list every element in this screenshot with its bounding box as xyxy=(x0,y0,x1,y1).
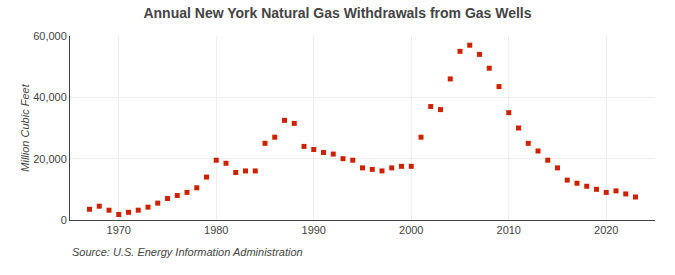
svg-text:Source: U.S. Energy Informatio: Source: U.S. Energy Information Administ… xyxy=(72,246,303,258)
svg-text:0: 0 xyxy=(61,214,67,226)
svg-text:1990: 1990 xyxy=(302,224,326,236)
svg-text:2000: 2000 xyxy=(399,224,423,236)
svg-text:40,000: 40,000 xyxy=(33,91,67,103)
svg-text:Million Cubic Feet: Million Cubic Feet xyxy=(19,83,31,171)
svg-text:2020: 2020 xyxy=(594,224,618,236)
svg-text:60,000: 60,000 xyxy=(33,30,67,42)
svg-text:20,000: 20,000 xyxy=(33,153,67,165)
svg-text:Annual New York Natural Gas Wi: Annual New York Natural Gas Withdrawals … xyxy=(143,5,531,21)
svg-text:1970: 1970 xyxy=(107,224,131,236)
svg-text:2010: 2010 xyxy=(497,224,521,236)
svg-text:1980: 1980 xyxy=(204,224,228,236)
